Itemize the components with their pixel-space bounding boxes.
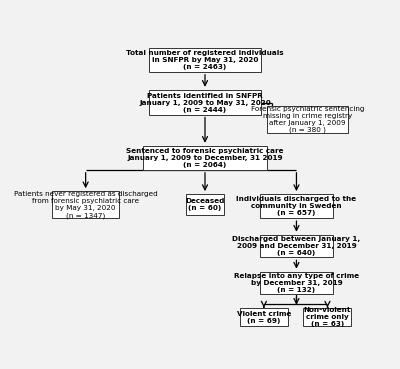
Text: Sentenced to forensic psychiatric care
January 1, 2009 to December, 31 2019
(n =: Sentenced to forensic psychiatric care J… bbox=[126, 148, 284, 168]
Text: Total number of registered individuals
in SNFPR by May 31, 2020
(n = 2463): Total number of registered individuals i… bbox=[126, 50, 284, 70]
FancyBboxPatch shape bbox=[240, 308, 288, 326]
FancyBboxPatch shape bbox=[149, 48, 261, 72]
FancyBboxPatch shape bbox=[186, 194, 224, 215]
Text: Discharged between January 1,
2009 and December 31, 2019
(n = 640): Discharged between January 1, 2009 and D… bbox=[232, 236, 360, 256]
FancyBboxPatch shape bbox=[143, 146, 267, 170]
FancyBboxPatch shape bbox=[52, 191, 119, 218]
Text: Relapse into any type of crime
by December 31, 2019
(n = 132): Relapse into any type of crime by Decemb… bbox=[234, 273, 359, 293]
Text: Patients never registered as discharged
from forensic psychiatric care
by May 31: Patients never registered as discharged … bbox=[14, 191, 158, 218]
Text: Violent crime
(n = 69): Violent crime (n = 69) bbox=[237, 311, 291, 324]
FancyBboxPatch shape bbox=[260, 272, 333, 294]
FancyBboxPatch shape bbox=[260, 194, 333, 218]
Text: Non-violent
crime only
(n = 63): Non-violent crime only (n = 63) bbox=[304, 307, 351, 327]
FancyBboxPatch shape bbox=[267, 106, 348, 133]
FancyBboxPatch shape bbox=[149, 90, 261, 115]
FancyBboxPatch shape bbox=[304, 308, 352, 326]
FancyBboxPatch shape bbox=[260, 235, 333, 258]
Text: Forensic psychiatric sentencing
missing in crime registry
after January 1, 2009
: Forensic psychiatric sentencing missing … bbox=[250, 106, 364, 133]
Text: Deceased
(n = 60): Deceased (n = 60) bbox=[185, 198, 225, 211]
Text: Individuals discharged to the
community in Sweden
(n = 657): Individuals discharged to the community … bbox=[236, 196, 356, 216]
Text: Patients identified in SNFPR
January 1, 2009 to May 31, 2020
(n = 2444): Patients identified in SNFPR January 1, … bbox=[139, 93, 271, 113]
